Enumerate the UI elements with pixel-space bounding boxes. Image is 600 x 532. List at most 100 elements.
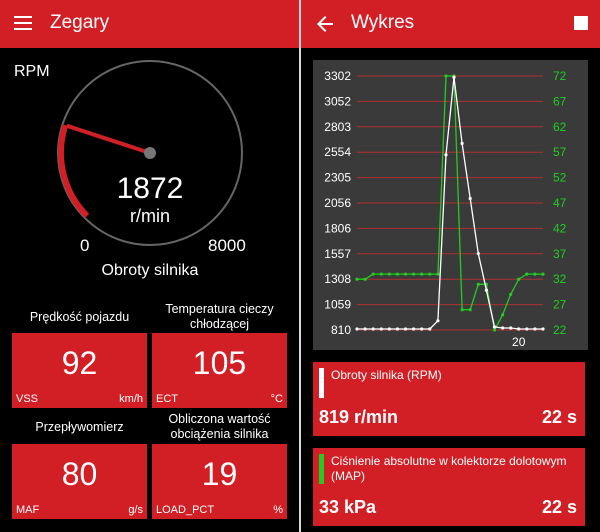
y-right-tick-label: 72 [553, 69, 567, 83]
tile-caption-speed: Prędkość pojazdu [29, 310, 130, 324]
gauge-caption: Obroty silnika [101, 262, 199, 279]
y-right-tick-label: 62 [553, 120, 567, 134]
y-right-tick-label: 22 [553, 323, 567, 337]
y-left-tick-label: 2305 [324, 171, 351, 185]
tile-caption-load: Obliczona wartość obciążenia silnika [168, 412, 271, 441]
map-point [395, 272, 399, 276]
y-left-tick-label: 2056 [324, 196, 351, 210]
series-color-stripe [319, 454, 324, 484]
card-value: 819 r/min [319, 407, 399, 427]
y-right-tick-label: 52 [553, 171, 567, 185]
tile-unit: km/h [119, 393, 143, 405]
rpm-point [403, 327, 408, 331]
tile-speed[interactable]: 92 VSS km/h [12, 333, 147, 408]
tile-coolant-temp[interactable]: 105 ECT °C [152, 333, 287, 408]
tile-value: 105 [192, 345, 247, 381]
back-arrow-icon[interactable] [313, 12, 337, 36]
map-point [428, 272, 432, 276]
map-point [501, 313, 505, 317]
y-right-tick-label: 47 [553, 196, 567, 210]
y-left-tick-label: 3302 [324, 69, 351, 83]
tile-unit: °C [270, 393, 283, 405]
rpm-point [387, 327, 391, 331]
chart-screen: Wykres 3302 72 3052 67 2803 62 2554 57 2305 52 205… [301, 0, 600, 532]
map-point [509, 292, 513, 296]
rpm-point [395, 327, 399, 331]
map-point [476, 282, 480, 286]
map-point [460, 308, 464, 312]
tile-code: LOAD_PCT [156, 504, 215, 516]
rpm-point [355, 327, 359, 331]
card-value: 33 kPa [319, 497, 377, 517]
rpm-point [460, 141, 464, 146]
card-map[interactable]: Ciśnienie absolutne w kolektorze dolotow… [313, 448, 585, 526]
y-left-tick-label: 2803 [324, 120, 351, 134]
menu-icon[interactable] [14, 16, 32, 30]
card-label: Obroty silnika (RPM) [331, 368, 442, 382]
app-bar: Wykres [301, 0, 600, 48]
card-time: 22 s [541, 497, 577, 517]
card-rpm[interactable]: Obroty silnika (RPM) 819 r/min 22 s [313, 362, 585, 436]
gauge-min-label: 0 [80, 236, 90, 255]
tile-value: 19 [201, 456, 238, 492]
y-right-tick-label: 27 [553, 298, 567, 312]
map-point [363, 277, 367, 281]
rpm-point [379, 327, 383, 331]
stop-icon[interactable] [574, 16, 588, 30]
app-bar: Zegary [0, 0, 299, 48]
rpm-point [452, 75, 456, 79]
gauge-level-arc [57, 124, 90, 219]
gauge-value: 1872 [116, 172, 184, 205]
map-point [525, 272, 529, 276]
tile-unit: g/s [128, 504, 143, 516]
tile-code: ECT [156, 393, 178, 405]
tile-caption-maf: Przepływomierz [35, 420, 124, 434]
rpm-point [444, 153, 448, 157]
rpm-point [436, 319, 440, 323]
tile-engine-load[interactable]: 19 LOAD_PCT % [152, 444, 287, 519]
map-point [420, 272, 424, 276]
rpm-point [412, 327, 416, 331]
rpm-point [509, 326, 513, 330]
y-left-tick-label: 3052 [324, 94, 351, 108]
map-point [403, 272, 408, 276]
tile-code: VSS [16, 393, 39, 405]
tile-unit: % [273, 504, 283, 516]
chart: 3302 72 3052 67 2803 62 2554 57 2305 52 2056 47 1806… [313, 60, 588, 350]
y-left-tick-label: 810 [331, 323, 351, 337]
tile-maf[interactable]: 80 MAF g/s [12, 444, 147, 519]
map-point [355, 277, 359, 281]
gauge-hub [144, 147, 156, 159]
rpm-point [492, 325, 497, 329]
map-point [517, 277, 521, 281]
series-color-stripe [319, 368, 324, 398]
card-label: Ciśnienie absolutne w kolektorze dolotow… [331, 454, 567, 483]
rpm-point [363, 327, 367, 331]
rpm-point [371, 327, 375, 331]
y-right-tick-label: 67 [553, 94, 567, 108]
gauge-title: RPM [14, 63, 50, 80]
y-right-tick-label: 42 [553, 221, 567, 235]
map-point [492, 328, 497, 332]
y-right-tick-label: 57 [553, 145, 567, 159]
map-point [444, 74, 448, 78]
map-point [468, 308, 472, 312]
rpm-gauge [57, 60, 243, 246]
chart-background [313, 60, 588, 350]
y-right-tick-label: 37 [553, 247, 567, 261]
rpm-point [501, 326, 505, 330]
map-point [541, 272, 545, 276]
tile-caption-coolant: Temperatura cieczy chłodzącej [165, 302, 274, 331]
y-left-tick-label: 1308 [324, 272, 351, 286]
map-point [387, 272, 391, 276]
map-point [436, 272, 440, 276]
screen-title: Zegary [50, 12, 110, 33]
gauges-screen: Zegary RPM 1872 r/min 0 8000 Obroty siln… [0, 0, 299, 532]
map-point [379, 272, 383, 276]
tile-value: 92 [61, 345, 98, 381]
rpm-point [517, 327, 521, 331]
rpm-point [428, 327, 432, 331]
rpm-point [541, 327, 545, 331]
y-left-tick-label: 1059 [324, 298, 351, 312]
tile-code: MAF [16, 504, 40, 516]
